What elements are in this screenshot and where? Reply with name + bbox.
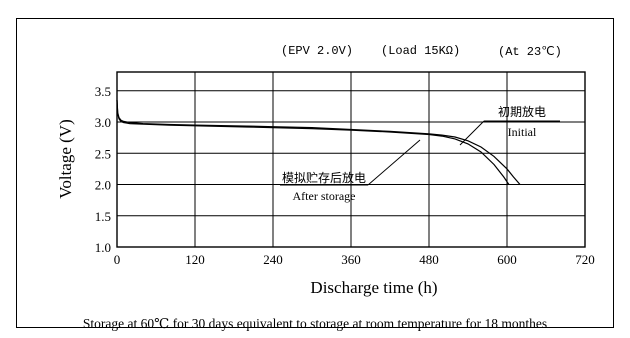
label-after-storage-cn: 模拟贮存后放电 — [282, 170, 366, 185]
y-tick-label: 3.5 — [95, 84, 111, 99]
y-tick-label: 1.5 — [95, 209, 111, 224]
x-tick-label: 600 — [497, 252, 517, 267]
y-axis-label: Voltage (V) — [56, 119, 75, 198]
x-tick-label: 360 — [341, 252, 361, 267]
annotations: 初期放电 Initial 模拟贮存后放电 After storage — [280, 104, 560, 203]
tick-labels: 0 120 240 360 480 600 720 1.0 1.5 2.0 2.5 3.0 3.5 — [95, 84, 595, 267]
series-line-initial — [116, 100, 521, 185]
y-tick-label: 2.0 — [95, 178, 111, 193]
series-line-after-storage — [116, 100, 510, 185]
x-tick-label: 240 — [263, 252, 283, 267]
x-axis-label: Discharge time (h) — [310, 278, 437, 297]
x-tick-label: 480 — [419, 252, 439, 267]
series-group — [116, 100, 521, 185]
plot-area — [116, 71, 586, 248]
y-tick-label: 2.5 — [95, 146, 111, 161]
label-initial: Initial — [508, 125, 537, 139]
x-tick-label: 120 — [185, 252, 205, 267]
y-tick-label: 1.0 — [95, 240, 111, 255]
condition-epv: (EPV 2.0V) — [281, 44, 354, 58]
chart-frame — [16, 18, 614, 328]
y-tick-label: 3.0 — [95, 115, 111, 130]
grid-lines — [117, 72, 585, 247]
label-initial-leader — [459, 120, 485, 146]
x-tick-label: 0 — [114, 252, 121, 267]
label-after-storage: After storage — [293, 189, 356, 203]
label-after-storage-leader — [367, 139, 421, 186]
condition-temperature: (At 23℃) — [498, 45, 562, 59]
caption: Storage at 60℃ for 30 days equivalent to… — [82, 316, 548, 331]
condition-load: (Load 15KΩ) — [381, 44, 461, 58]
label-initial-cn: 初期放电 — [498, 104, 546, 119]
x-tick-label: 720 — [575, 252, 595, 267]
